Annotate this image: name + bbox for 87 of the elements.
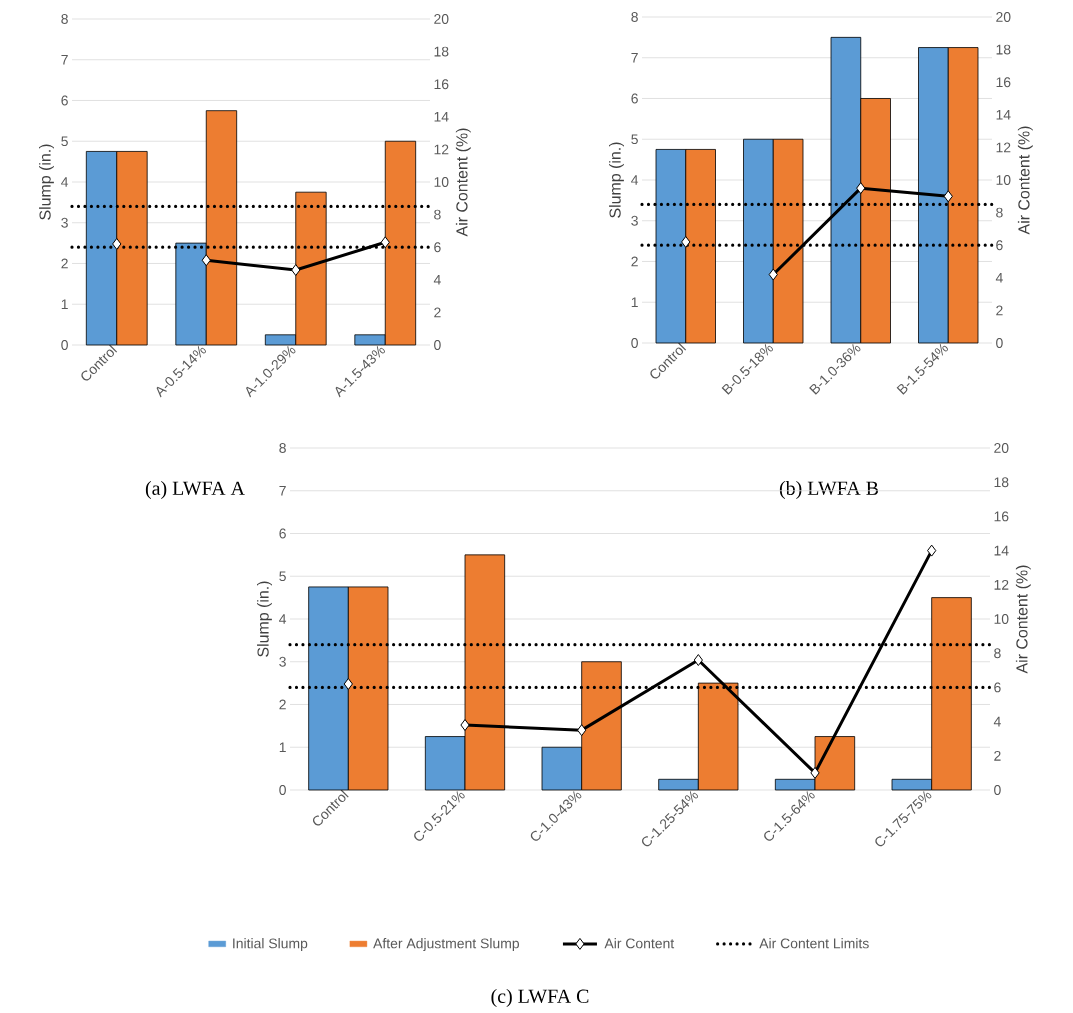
y-tick-label: 3 bbox=[279, 656, 286, 667]
y2-tick-label: 8 bbox=[434, 209, 441, 220]
y2-tick-label: 12 bbox=[994, 579, 1009, 590]
legend-label: Air Content Limits bbox=[759, 938, 869, 949]
y2-tick-label: 18 bbox=[434, 46, 449, 57]
point bbox=[810, 766, 820, 779]
y2-tick-label: 10 bbox=[434, 177, 449, 187]
y-tick-label: 5 bbox=[279, 571, 286, 582]
y2-tick-label: 4 bbox=[433, 275, 441, 285]
y-tick-label: 4 bbox=[279, 614, 287, 624]
y-tick-label: 8 bbox=[61, 14, 68, 24]
y-axis-title: Slump (in.) bbox=[609, 142, 624, 218]
y-tick-label: 3 bbox=[631, 215, 638, 226]
y2-tick-label: 10 bbox=[994, 614, 1009, 624]
y2-tick-label: 18 bbox=[994, 477, 1009, 488]
point bbox=[201, 254, 211, 267]
y2-tick-label: 14 bbox=[434, 111, 449, 122]
y2-tick-label: 6 bbox=[994, 682, 1001, 693]
y2-tick-label: 0 bbox=[994, 785, 1001, 795]
y2-tick-label: 6 bbox=[996, 240, 1003, 251]
y2-tick-label: 0 bbox=[996, 338, 1003, 348]
y-tick-label: 4 bbox=[61, 177, 69, 187]
point bbox=[460, 719, 470, 731]
y2-tick-label: 6 bbox=[434, 242, 441, 253]
legend-label: Air Content bbox=[604, 938, 675, 949]
y2-tick-label: 10 bbox=[996, 175, 1011, 185]
y2-tick-label: 12 bbox=[996, 142, 1011, 153]
y-tick-label: 1 bbox=[61, 299, 68, 310]
point bbox=[291, 264, 301, 276]
y2-tick-label: 12 bbox=[434, 144, 449, 155]
point bbox=[768, 268, 778, 281]
point bbox=[681, 235, 691, 248]
y2-tick-label: 16 bbox=[434, 79, 449, 90]
y-tick-label: 8 bbox=[279, 443, 286, 453]
y2-tick-label: 8 bbox=[996, 207, 1003, 218]
y-tick-label: 7 bbox=[279, 485, 286, 496]
y2-tick-label: 0 bbox=[434, 340, 441, 350]
point bbox=[112, 237, 122, 250]
text: (a) LWFA A bbox=[145, 480, 245, 500]
y-tick-label: 7 bbox=[61, 54, 68, 65]
text: (c) LWFA C bbox=[491, 988, 589, 1008]
y-tick-label: 0 bbox=[279, 785, 286, 795]
y-tick-label: 0 bbox=[61, 340, 68, 350]
y2-tick-label: 4 bbox=[993, 716, 1001, 727]
y2-axis-title: Air Content (%) bbox=[455, 128, 471, 237]
y-tick-label: 2 bbox=[61, 258, 68, 269]
y2-tick-label: 16 bbox=[996, 77, 1011, 88]
y-tick-label: 1 bbox=[631, 297, 638, 308]
y-tick-label: 5 bbox=[61, 136, 68, 147]
y2-tick-label: 20 bbox=[996, 12, 1011, 22]
point bbox=[943, 190, 953, 203]
legend-label: Initial Slump bbox=[233, 938, 308, 952]
y-tick-label: 8 bbox=[631, 12, 638, 22]
y-tick-label: 5 bbox=[631, 134, 638, 145]
y-tick-label: 1 bbox=[279, 742, 286, 753]
point bbox=[577, 724, 587, 737]
point bbox=[927, 544, 937, 557]
y-tick-label: 4 bbox=[631, 175, 639, 185]
y-tick-label: 6 bbox=[279, 528, 286, 539]
y2-tick-label: 14 bbox=[994, 545, 1009, 556]
point bbox=[380, 236, 390, 249]
y2-tick-label: 4 bbox=[995, 273, 1003, 283]
y-axis-title: Slump (in.) bbox=[257, 581, 272, 657]
y-tick-label: 6 bbox=[61, 95, 68, 106]
point bbox=[693, 654, 703, 667]
y2-tick-label: 20 bbox=[994, 443, 1009, 453]
y-tick-label: 6 bbox=[631, 93, 638, 104]
y2-axis-title: Air Content (%) bbox=[1015, 565, 1031, 674]
annotation: (b) LWFA B bbox=[779, 480, 879, 500]
y-tick-label: 2 bbox=[279, 699, 286, 710]
y-tick-label: 0 bbox=[631, 338, 638, 348]
y-axis-title: Slump (in.) bbox=[39, 144, 54, 220]
y-tick-label: 7 bbox=[631, 52, 638, 63]
y-tick-label: 2 bbox=[631, 256, 638, 267]
y2-tick-label: 20 bbox=[434, 14, 449, 24]
y2-tick-label: 16 bbox=[994, 511, 1009, 522]
legend-label: After Adjustment Slump bbox=[373, 938, 519, 952]
y-tick-label: 3 bbox=[61, 217, 68, 228]
y2-tick-label: 2 bbox=[434, 307, 441, 318]
y2-tick-label: 8 bbox=[994, 648, 1001, 659]
y2-tick-label: 2 bbox=[994, 750, 1001, 761]
y2-tick-label: 18 bbox=[996, 44, 1011, 55]
point bbox=[856, 182, 866, 195]
point bbox=[343, 678, 353, 690]
y2-tick-label: 2 bbox=[996, 305, 1003, 316]
y2-tick-label: 14 bbox=[996, 109, 1011, 120]
y2-axis-title: Air Content (%) bbox=[1017, 126, 1033, 235]
